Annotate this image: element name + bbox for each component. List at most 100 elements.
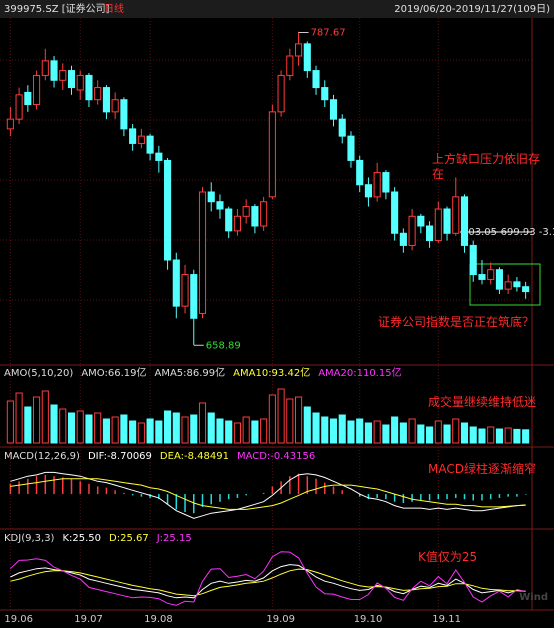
volume-bar	[146, 418, 154, 444]
candle-body	[102, 87, 110, 113]
volume-bar	[338, 414, 346, 444]
series-line	[10, 471, 526, 519]
candle-body	[59, 70, 67, 81]
candle-body	[443, 208, 451, 234]
volume-bar	[41, 390, 49, 444]
candle-body	[155, 152, 163, 161]
legend-entry: DEA:-8.48491	[160, 451, 229, 462]
volume-bar	[268, 394, 276, 444]
volume-bar	[391, 416, 399, 444]
volume-bar	[172, 412, 180, 444]
candle-body	[198, 191, 207, 314]
volume-bar	[452, 418, 460, 444]
volume-bar	[426, 426, 434, 444]
candle-body	[111, 99, 119, 113]
volume-bar	[295, 396, 303, 444]
candle-body	[478, 274, 486, 280]
candle-body	[277, 74, 285, 113]
annotation: 上方缺口压力依旧存在	[432, 152, 541, 181]
volume-bar	[233, 422, 241, 444]
volume-bar	[513, 428, 521, 444]
volume-bar	[478, 428, 486, 444]
volume-bar	[155, 420, 163, 444]
candle-body	[76, 74, 84, 91]
series-line	[10, 564, 526, 599]
candle-body	[391, 191, 399, 234]
volume-bar	[129, 420, 137, 444]
candle-body	[452, 196, 460, 234]
volume-bar	[85, 414, 93, 444]
legend-entry: AMO(5,10,20)	[4, 368, 73, 379]
volume-bar	[190, 414, 198, 444]
candle-body	[24, 91, 32, 106]
volume-bar	[347, 420, 355, 444]
volume-bar	[469, 426, 477, 444]
candle-body	[408, 215, 416, 246]
volume-bar	[164, 410, 172, 444]
volume-bar	[137, 422, 145, 444]
volume-bar	[312, 412, 320, 444]
candle-body	[172, 259, 180, 307]
candle-body	[260, 201, 268, 227]
candle-body	[94, 87, 102, 101]
candle-body	[67, 70, 76, 89]
candle-body	[504, 281, 512, 290]
volume-bar	[59, 408, 67, 444]
header-bar	[0, 0, 554, 18]
volume-bar	[408, 418, 416, 444]
candle-body	[242, 206, 250, 217]
series-line	[10, 568, 526, 597]
low-label: 658.89	[206, 340, 241, 351]
volume-bar	[181, 416, 189, 444]
candle-body	[522, 286, 530, 293]
volume-bar	[67, 412, 76, 444]
candle-body	[399, 232, 407, 246]
legend-entry: D:25.67	[109, 533, 149, 544]
legend-entry: MACD:-0.43156	[237, 451, 315, 462]
legend-entry: AMA20:110.15亿	[318, 366, 401, 379]
candle-body	[207, 191, 215, 203]
candle-body	[487, 269, 495, 280]
volume-bar	[373, 420, 381, 444]
candle-body	[312, 70, 320, 89]
volume-bar	[260, 418, 268, 444]
volume-bar	[277, 388, 285, 444]
volume-bar	[495, 428, 503, 444]
legend-entry: MACD(12,26,9)	[4, 451, 80, 462]
candle-body	[225, 208, 233, 232]
x-tick-label: 19.06	[4, 614, 33, 625]
x-tick-label: 19.08	[144, 614, 173, 625]
legend-entry: KDJ(9,3,3)	[4, 533, 55, 544]
x-tick-label: 19.09	[266, 614, 295, 625]
annotation: 证券公司指数是否正在筑底？	[378, 315, 535, 329]
legend-entry: DIF:-8.70069	[88, 451, 152, 462]
candle-body	[321, 87, 329, 101]
candle-body	[233, 215, 241, 232]
annotation: 成交量继续维持低迷	[428, 395, 537, 409]
volume-bar	[33, 396, 41, 444]
volume-bar	[487, 426, 495, 444]
candle-body	[338, 118, 346, 137]
volume-bar	[50, 404, 58, 444]
annotation: MACD绿柱逐渐缩窄	[428, 462, 536, 476]
volume-bar	[102, 418, 110, 444]
candle-body	[6, 118, 14, 130]
candle-body	[303, 43, 311, 72]
candle-body	[129, 128, 137, 144]
candle-body	[164, 159, 172, 261]
volume-bar	[242, 416, 250, 444]
candle-body	[469, 244, 477, 276]
volume-bar	[522, 429, 530, 444]
candle-body	[434, 208, 442, 242]
volume-bar	[460, 422, 469, 444]
candle-body	[181, 274, 189, 307]
candle-body	[137, 135, 145, 144]
candle-body	[268, 111, 276, 198]
volume-bar	[286, 398, 294, 444]
candle-body	[216, 201, 224, 210]
cursor-label: 703.05-699.93 -3.12	[462, 227, 554, 238]
candle-body	[15, 94, 23, 120]
series-line	[10, 551, 526, 606]
candle-body	[347, 135, 355, 161]
